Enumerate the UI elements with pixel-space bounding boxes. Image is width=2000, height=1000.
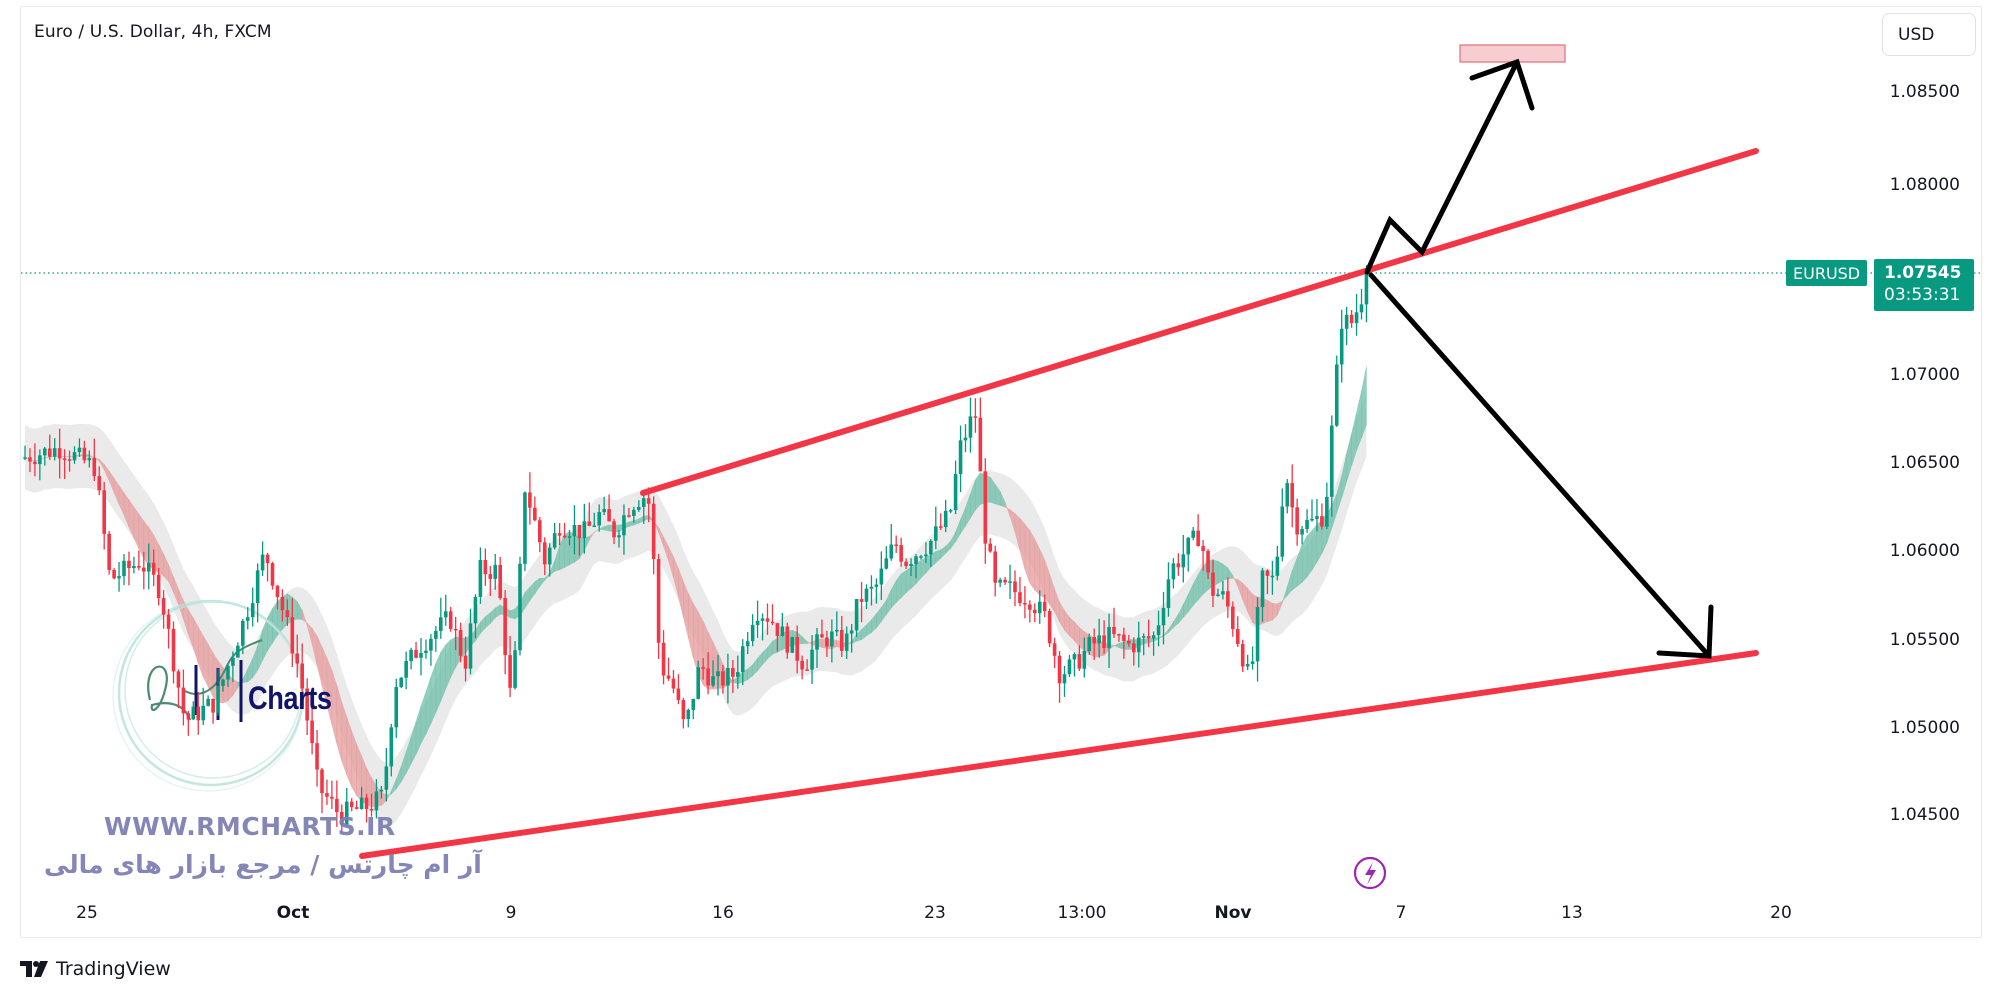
tradingview-brand-label: TradingView: [56, 958, 171, 980]
upper-channel-line[interactable]: [640, 148, 1759, 496]
moving-average-ribbons: [24, 366, 1367, 828]
candlestick-series: [23, 265, 1369, 835]
time-axis-label: 13: [1561, 903, 1583, 923]
bearish-arrow-head: [1656, 604, 1714, 659]
drawing-annotations[interactable]: [359, 44, 1759, 859]
chart-frame: [20, 6, 1982, 938]
bearish-scenario-arrow[interactable]: [1368, 272, 1712, 659]
time-axis-label: 23: [924, 903, 946, 923]
last-price-badge: 1.07545 03:53:31: [1874, 259, 1974, 311]
time-axis-label: 25: [76, 903, 98, 923]
target-zone-rectangle[interactable]: [1459, 44, 1566, 63]
price-axis-label: 1.08000: [1889, 175, 1960, 195]
symbol-price-tag: EURUSD: [1786, 260, 1868, 286]
time-axis-label: 13:00: [1057, 903, 1107, 923]
price-axis-label: 1.05500: [1889, 630, 1960, 650]
time-axis-label: 16: [712, 903, 734, 923]
price-axis-label: 1.05000: [1889, 718, 1960, 738]
price-axis-label: 1.04500: [1889, 805, 1960, 825]
time-axis-label: 7: [1395, 903, 1407, 923]
time-axis-label: Oct: [276, 903, 310, 923]
price-axis-label: 1.08500: [1889, 82, 1960, 102]
bullish-scenario-arrow[interactable]: [1364, 59, 1520, 275]
time-axis-label: Nov: [1214, 903, 1252, 923]
watermark-logo-text: Charts: [248, 680, 332, 716]
chart-title: Euro / U.S. Dollar, 4h, FXCM: [34, 22, 272, 42]
price-axis-label: 1.06500: [1889, 453, 1960, 473]
last-price-value: 1.07545: [1884, 263, 1962, 283]
watermark-url: WWW.RMCHARTS.IR: [104, 812, 396, 841]
price-axis-label: 1.07000: [1889, 365, 1960, 385]
time-axis-label: 20: [1770, 903, 1792, 923]
lightning-event-icon[interactable]: [1353, 856, 1387, 890]
tradingview-logo-icon: [20, 961, 48, 977]
lower-channel-line[interactable]: [359, 650, 1759, 859]
currency-unit-button[interactable]: USD: [1882, 13, 1976, 56]
bullish-arrow-head: [1469, 58, 1535, 111]
tradingview-brand[interactable]: TradingView: [20, 958, 171, 980]
time-axis-label: 9: [505, 903, 517, 923]
watermark-persian-text: آر ام چارتس / مرجع بازار های مالی: [44, 850, 482, 879]
bar-countdown: 03:53:31: [1884, 285, 1961, 305]
price-axis-label: 1.06000: [1889, 541, 1960, 561]
